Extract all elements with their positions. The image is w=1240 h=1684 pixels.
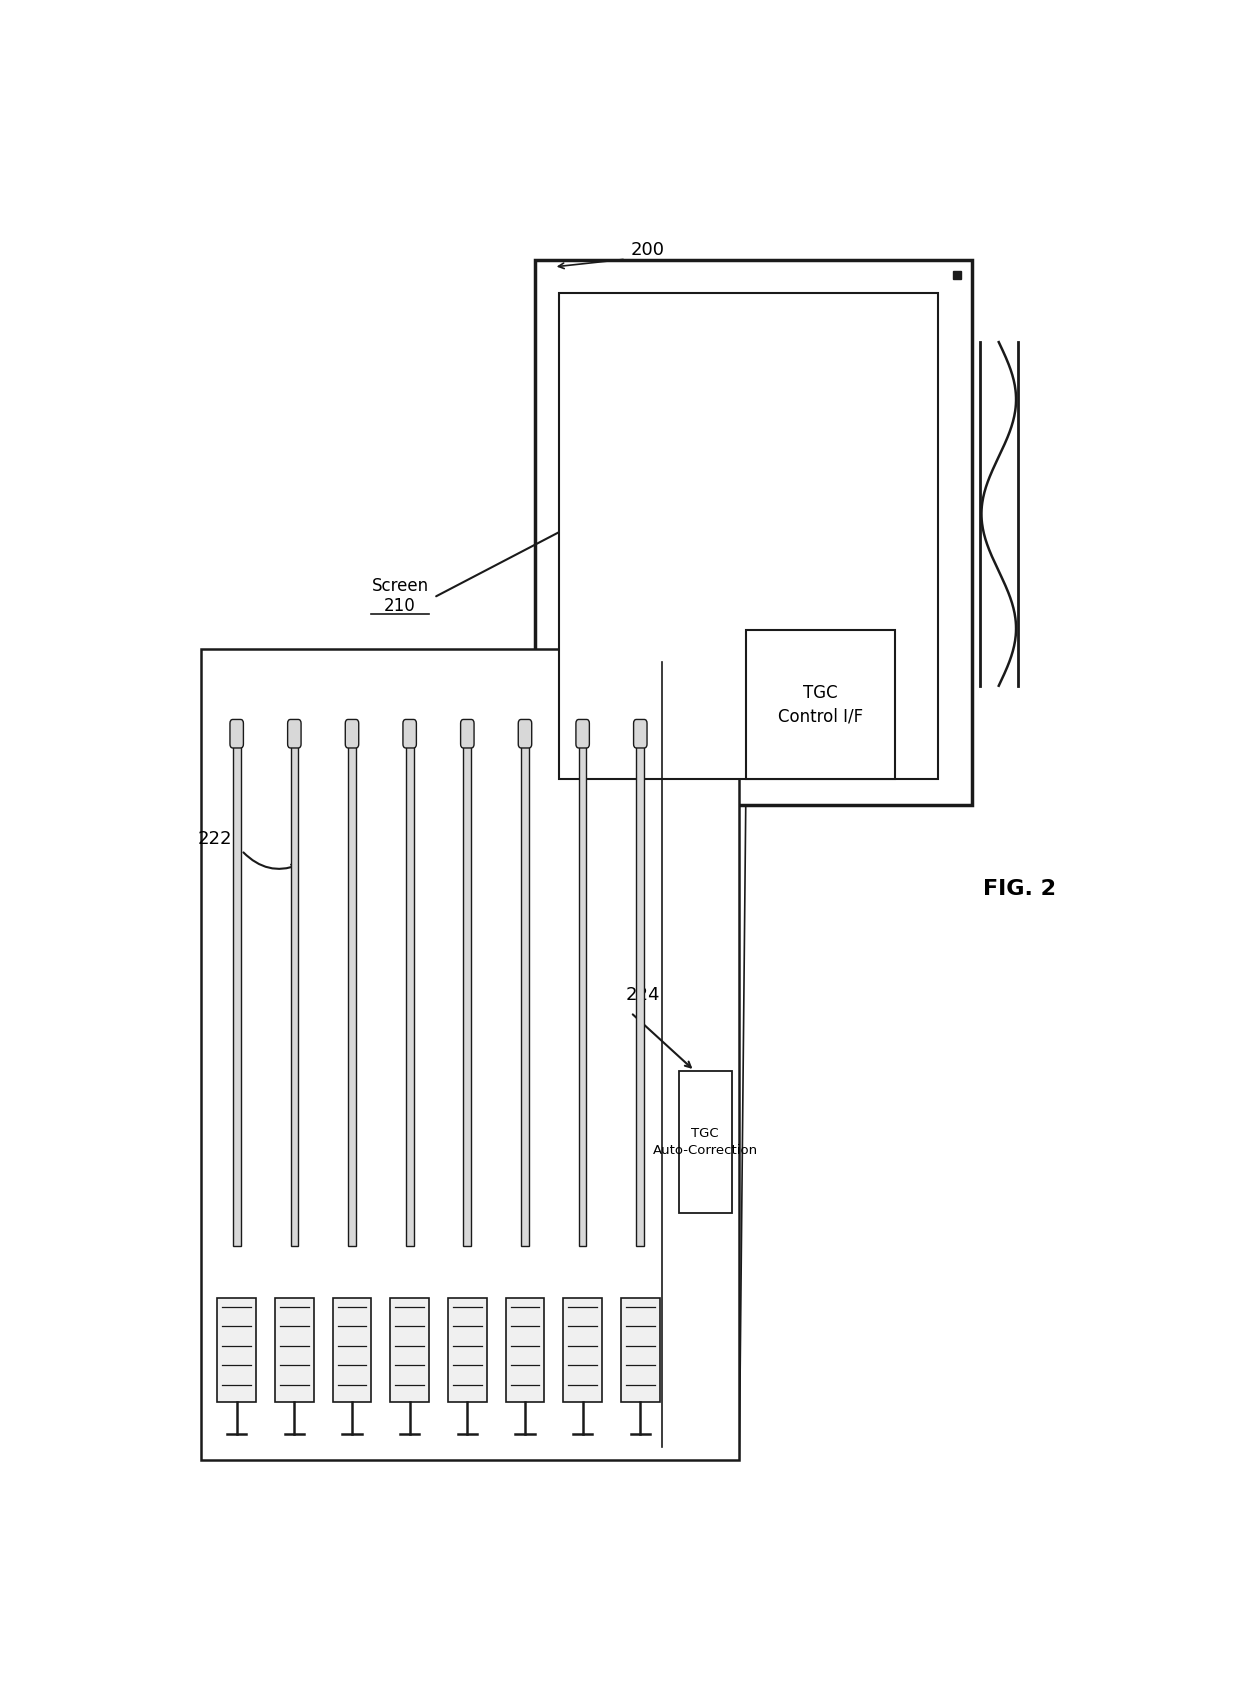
Text: 200: 200 — [631, 241, 665, 259]
FancyBboxPatch shape — [229, 719, 243, 748]
Bar — [405, 734, 413, 1246]
FancyBboxPatch shape — [460, 719, 474, 748]
FancyBboxPatch shape — [634, 719, 647, 748]
Text: TGC
Control I/F: TGC Control I/F — [777, 684, 863, 726]
FancyBboxPatch shape — [403, 719, 417, 748]
Text: 220: 220 — [688, 557, 723, 576]
Bar — [233, 734, 241, 1246]
Bar — [521, 734, 528, 1246]
Bar — [332, 1298, 371, 1401]
Bar — [534, 261, 972, 805]
Bar — [636, 734, 644, 1246]
Bar — [678, 1071, 732, 1214]
Bar — [579, 734, 587, 1246]
Bar — [217, 1298, 255, 1401]
Bar — [746, 630, 895, 780]
Text: TGC
Auto-Correction: TGC Auto-Correction — [652, 1127, 758, 1157]
Bar — [348, 734, 356, 1246]
FancyBboxPatch shape — [575, 719, 589, 748]
Text: 210: 210 — [384, 596, 415, 615]
Bar — [275, 1298, 314, 1401]
Bar — [558, 293, 939, 780]
Bar — [201, 650, 739, 1460]
Bar — [448, 1298, 486, 1401]
Bar — [290, 734, 298, 1246]
FancyBboxPatch shape — [288, 719, 301, 748]
Text: 224: 224 — [626, 985, 661, 1004]
FancyBboxPatch shape — [345, 719, 358, 748]
Text: 222: 222 — [197, 830, 232, 849]
Bar — [506, 1298, 544, 1401]
Bar — [563, 1298, 601, 1401]
Bar — [621, 1298, 660, 1401]
FancyBboxPatch shape — [518, 719, 532, 748]
Text: FIG. 2: FIG. 2 — [983, 879, 1056, 899]
Text: Screen: Screen — [372, 578, 429, 594]
Bar — [391, 1298, 429, 1401]
Bar — [464, 734, 471, 1246]
